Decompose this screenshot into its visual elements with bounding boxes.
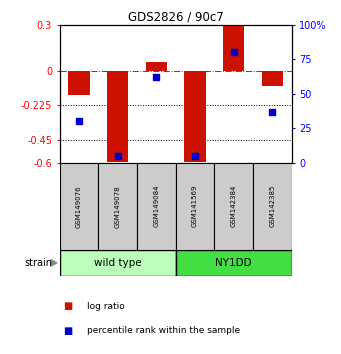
Bar [68, 71, 90, 95]
Bar [223, 25, 244, 71]
Text: GSM142384: GSM142384 [231, 185, 237, 227]
Bar [176, 163, 214, 250]
Text: NY1DD: NY1DD [215, 258, 252, 268]
Text: GSM142385: GSM142385 [269, 185, 275, 227]
Text: log ratio: log ratio [87, 302, 125, 311]
Point [115, 153, 120, 159]
Bar [214, 163, 253, 250]
Bar [60, 250, 176, 275]
Bar [176, 250, 292, 275]
Bar [107, 71, 128, 162]
Bar [146, 62, 167, 71]
Bar [137, 163, 176, 250]
Point [269, 109, 275, 115]
Point [153, 74, 159, 80]
Bar [262, 71, 283, 86]
Text: GSM149084: GSM149084 [153, 185, 159, 228]
Point [231, 50, 236, 55]
Bar [184, 71, 206, 162]
Polygon shape [50, 258, 58, 267]
Point [192, 153, 198, 159]
Bar [98, 163, 137, 250]
Bar [60, 163, 98, 250]
Text: GSM141569: GSM141569 [192, 185, 198, 228]
Text: ■: ■ [63, 301, 72, 311]
Point [76, 119, 82, 124]
Text: GSM149078: GSM149078 [115, 185, 121, 228]
Title: GDS2826 / 90c7: GDS2826 / 90c7 [128, 11, 223, 24]
Bar [253, 163, 292, 250]
Text: wild type: wild type [94, 258, 142, 268]
Text: strain: strain [25, 258, 53, 268]
Text: ■: ■ [63, 326, 72, 336]
Text: percentile rank within the sample: percentile rank within the sample [87, 326, 240, 336]
Text: GSM149076: GSM149076 [76, 185, 82, 228]
